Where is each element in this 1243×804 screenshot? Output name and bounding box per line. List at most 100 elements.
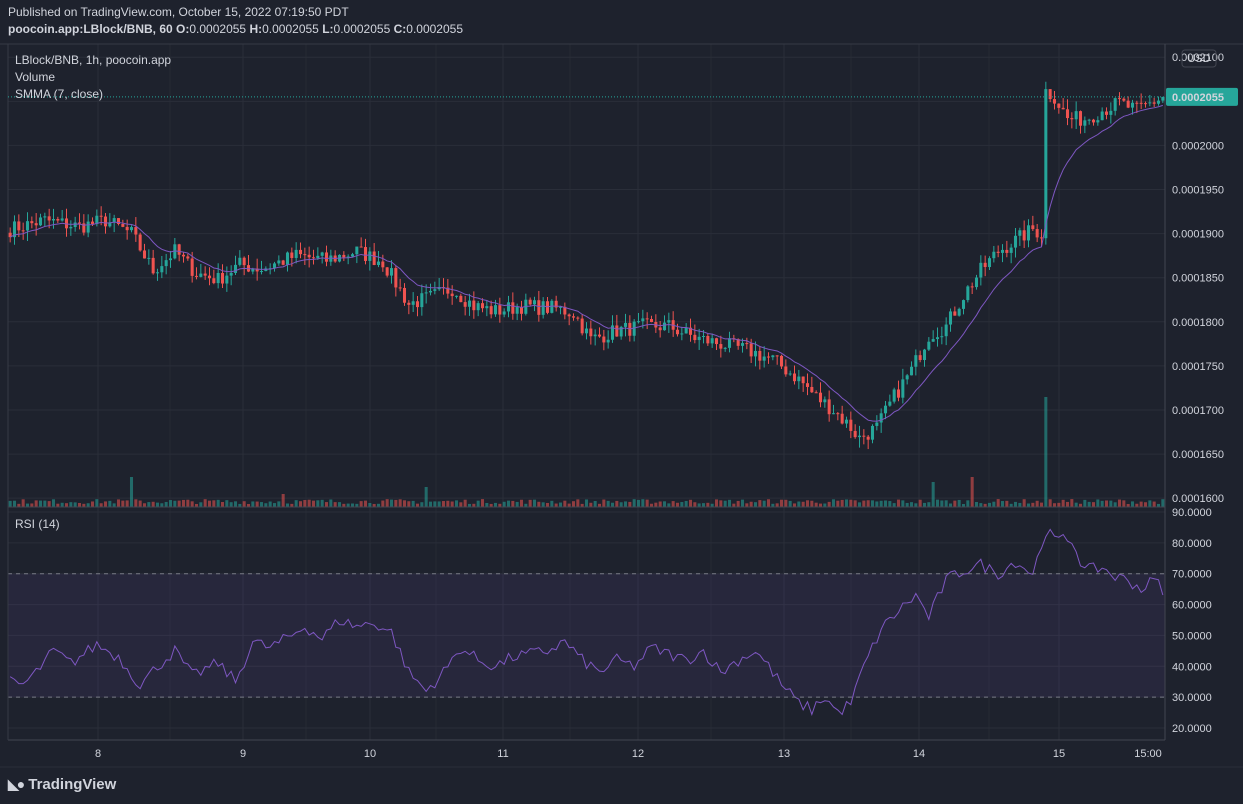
volume-bar xyxy=(792,503,797,507)
candle-body xyxy=(155,272,160,274)
close-label: C: xyxy=(393,22,407,36)
currency-button[interactable]: USD xyxy=(1181,49,1217,68)
candle-body xyxy=(1143,103,1148,105)
volume-bar xyxy=(73,502,77,507)
rsi-tick-label: 50.0000 xyxy=(1172,630,1212,642)
rsi-tick-label: 90.0000 xyxy=(1172,507,1212,519)
candle-body xyxy=(831,413,836,415)
volume-bar xyxy=(693,502,697,507)
candle-body xyxy=(485,306,489,309)
candle-body xyxy=(914,355,918,367)
volume-bar xyxy=(519,499,524,507)
candle-body xyxy=(207,275,212,279)
candle-body xyxy=(667,320,671,323)
currency-label: USD xyxy=(1187,53,1210,65)
candle-body xyxy=(385,267,389,276)
candle-body xyxy=(363,247,368,261)
time-axis[interactable]: 8 9 10 11 12 13 14 15 15:00 xyxy=(95,748,1162,760)
volume-bar xyxy=(554,503,558,507)
candle-body xyxy=(1057,103,1061,108)
volume-bar xyxy=(1109,500,1113,507)
candle-body xyxy=(987,258,992,268)
volume-bar xyxy=(255,501,259,507)
volume-bar xyxy=(948,503,953,507)
volume-bar xyxy=(38,500,43,507)
volume-bar xyxy=(264,503,268,507)
candle-body xyxy=(567,314,571,317)
volume-bar xyxy=(589,502,593,507)
candle-body xyxy=(433,289,437,291)
smma-legend: SMMA (7, close) xyxy=(15,87,104,101)
candle-body xyxy=(571,316,576,318)
candle-body xyxy=(1135,102,1139,104)
candle-body xyxy=(953,311,957,316)
volume-bar xyxy=(788,500,792,507)
candle-body xyxy=(285,252,290,265)
candle-body xyxy=(970,286,974,288)
candle-body xyxy=(606,339,610,343)
volume-bar xyxy=(376,503,381,507)
volume-bar xyxy=(242,501,246,507)
volume-bar xyxy=(233,501,238,507)
candle-body xyxy=(1161,96,1165,101)
volume-bar xyxy=(909,502,914,507)
volume-bar xyxy=(983,503,987,507)
candle-body xyxy=(216,272,220,284)
candle-body xyxy=(1031,225,1035,230)
volume-bar xyxy=(138,500,142,507)
candle-body xyxy=(493,305,498,315)
volume-bar xyxy=(654,502,658,507)
candle-body xyxy=(753,350,758,357)
candle-body xyxy=(90,221,95,224)
time-tick-label: 10 xyxy=(364,748,376,760)
volume-bar xyxy=(580,503,584,507)
candle-body xyxy=(320,252,324,256)
candle-body xyxy=(277,260,281,264)
volume-bar xyxy=(758,500,762,507)
volume-bar xyxy=(740,499,745,507)
price-axis[interactable]: 0.00021000.00020500.00020000.00019500.00… xyxy=(1172,52,1224,505)
candle-body xyxy=(896,389,901,398)
candle-body xyxy=(875,422,879,426)
volume-bar xyxy=(428,501,433,507)
candle-body xyxy=(983,262,987,268)
candle-body xyxy=(56,218,60,221)
candle-body xyxy=(550,300,554,313)
volume-bar xyxy=(571,501,576,507)
candle-body xyxy=(944,324,948,337)
candle-body xyxy=(129,227,134,231)
volume-bar xyxy=(966,500,970,507)
volume-bar xyxy=(840,499,844,507)
candle-body xyxy=(294,249,298,258)
volume-bar xyxy=(43,500,47,507)
candle-body xyxy=(381,261,385,268)
volume-bar xyxy=(320,499,324,507)
volume-bar xyxy=(251,501,255,507)
volume-bar xyxy=(407,501,411,507)
time-tick-label: 9 xyxy=(240,748,246,760)
candle-body xyxy=(402,287,407,303)
volume-bar xyxy=(168,500,173,507)
candle-body xyxy=(619,326,623,337)
rsi-axis[interactable]: 90.0000 80.0000 70.0000 60.0000 50.0000 40.00… xyxy=(1172,507,1212,735)
volume-bar xyxy=(1152,501,1156,507)
volume-bar xyxy=(784,499,788,507)
volume-bar xyxy=(12,500,17,507)
candle-body xyxy=(948,311,953,325)
price-tick-label: 0.0001900 xyxy=(1172,229,1224,241)
candle-body xyxy=(584,328,589,334)
rsi-levels xyxy=(8,573,1165,698)
candle-body xyxy=(51,218,56,221)
volume-bar xyxy=(1074,502,1078,507)
volume-bar xyxy=(576,499,580,507)
volume-bar xyxy=(649,503,654,507)
tradingview-logo[interactable]: ◣● TradingView xyxy=(8,776,116,793)
open-label: O: xyxy=(176,22,190,36)
volume-bar xyxy=(51,499,56,507)
volume-bar xyxy=(996,499,1000,507)
volume-bar xyxy=(372,503,376,507)
volume-bar xyxy=(836,500,840,507)
volume-bar xyxy=(974,501,979,507)
candle-body xyxy=(961,300,966,309)
